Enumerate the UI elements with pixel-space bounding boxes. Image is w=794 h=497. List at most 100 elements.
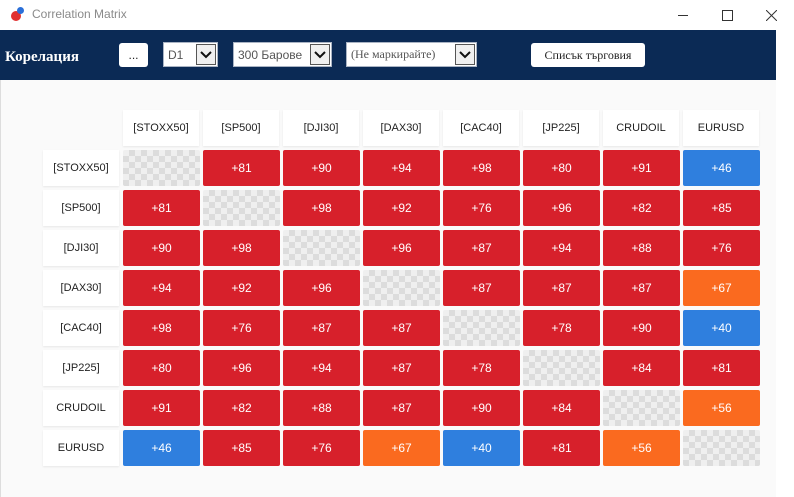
matrix-cell[interactable]: +82 [603, 190, 680, 226]
window-titlebar: Correlation Matrix [0, 0, 794, 30]
matrix-cell[interactable]: +94 [363, 150, 440, 186]
row-header: [DAX30] [43, 270, 119, 306]
matrix-cell[interactable]: +78 [523, 310, 600, 346]
matrix-cell[interactable]: +85 [203, 430, 280, 466]
matrix-cell[interactable]: +67 [683, 270, 760, 306]
matrix-cell[interactable]: +98 [443, 150, 520, 186]
matrix-cell[interactable]: +87 [283, 310, 360, 346]
matrix-cell[interactable]: +92 [203, 270, 280, 306]
maximize-button[interactable] [704, 0, 750, 30]
window-title: Correlation Matrix [32, 7, 127, 21]
matrix-cell[interactable]: +76 [203, 310, 280, 346]
matrix-cell[interactable]: +90 [443, 390, 520, 426]
matrix-cell[interactable]: +94 [123, 270, 200, 306]
matrix-cell[interactable]: +81 [203, 150, 280, 186]
column-header: EURUSD [683, 110, 759, 146]
matrix-cell[interactable]: +91 [123, 390, 200, 426]
matrix-cell[interactable]: +80 [123, 350, 200, 386]
column-header: [CAC40] [443, 110, 519, 146]
bars-count-value: 300 Барове [238, 47, 303, 62]
matrix-cell[interactable]: +80 [523, 150, 600, 186]
more-options-button[interactable]: ... [119, 43, 148, 67]
column-header: [SP500] [203, 110, 279, 146]
matrix-cell[interactable]: +81 [123, 190, 200, 226]
matrix-cell[interactable]: +96 [363, 230, 440, 266]
window-scroll-area [776, 30, 794, 497]
matrix-cell[interactable]: +88 [283, 390, 360, 426]
matrix-cell[interactable]: +87 [443, 230, 520, 266]
matrix-cell[interactable]: +87 [523, 270, 600, 306]
row-header: [SP500] [43, 190, 119, 226]
row-header: [STOXX50] [43, 150, 119, 186]
matrix-cell[interactable]: +94 [523, 230, 600, 266]
matrix-cell[interactable]: +98 [123, 310, 200, 346]
matrix-cell[interactable]: +96 [203, 350, 280, 386]
row-header: [CAC40] [43, 310, 119, 346]
toolbar: Корелация ... D1 300 Барове (Не маркирай… [0, 30, 776, 80]
mark-value: (Не маркирайте) [351, 47, 436, 61]
row-header: EURUSD [43, 430, 119, 466]
matrix-cell[interactable]: +76 [683, 230, 760, 266]
row-header: CRUDOIL [43, 390, 119, 426]
matrix-cell[interactable]: +96 [283, 270, 360, 306]
matrix-cell-diagonal [523, 350, 600, 386]
column-header: CRUDOIL [603, 110, 679, 146]
column-header: [DAX30] [363, 110, 439, 146]
app-logo-icon [11, 7, 25, 21]
matrix-cell[interactable]: +56 [603, 430, 680, 466]
minimize-icon [677, 14, 688, 16]
matrix-cell[interactable]: +87 [363, 310, 440, 346]
matrix-cell[interactable]: +67 [363, 430, 440, 466]
matrix-cell[interactable]: +87 [363, 390, 440, 426]
brand-title: Корелация [5, 49, 79, 65]
timeframe-select[interactable]: D1 [163, 42, 218, 67]
close-button[interactable] [748, 0, 794, 30]
matrix-cell[interactable]: +90 [123, 230, 200, 266]
matrix-cell[interactable]: +81 [683, 350, 760, 386]
matrix-cell[interactable]: +96 [523, 190, 600, 226]
matrix-cell[interactable]: +91 [603, 150, 680, 186]
trade-list-button[interactable]: Списък търговия [531, 43, 645, 67]
matrix-cell[interactable]: +98 [203, 230, 280, 266]
matrix-cell[interactable]: +92 [363, 190, 440, 226]
row-header: [DJI30] [43, 230, 119, 266]
matrix-cell[interactable]: +56 [683, 390, 760, 426]
matrix-cell[interactable]: +82 [203, 390, 280, 426]
matrix-cell-diagonal [683, 430, 760, 466]
matrix-cell[interactable]: +87 [443, 270, 520, 306]
matrix-cell[interactable]: +84 [523, 390, 600, 426]
matrix-cell[interactable]: +40 [443, 430, 520, 466]
matrix-cell[interactable]: +87 [603, 270, 680, 306]
chevron-down-icon [310, 44, 330, 65]
correlation-matrix: [STOXX50] [SP500] [DJI30] [DAX30] [CAC40] [JP… [0, 80, 776, 497]
matrix-cell-diagonal [443, 310, 520, 346]
column-header: [STOXX50] [123, 110, 199, 146]
matrix-cell[interactable]: +40 [683, 310, 760, 346]
matrix-cell[interactable]: +46 [123, 430, 200, 466]
mark-select[interactable]: (Не маркирайте) [346, 42, 477, 67]
matrix-cell[interactable]: +90 [603, 310, 680, 346]
matrix-cell-diagonal [363, 270, 440, 306]
chevron-down-icon [196, 44, 216, 65]
matrix-cell-diagonal [203, 190, 280, 226]
row-header: [JP225] [43, 350, 119, 386]
matrix-cell[interactable]: +78 [443, 350, 520, 386]
matrix-cell[interactable]: +81 [523, 430, 600, 466]
bars-count-select[interactable]: 300 Барове [233, 42, 332, 67]
matrix-cell[interactable]: +85 [683, 190, 760, 226]
matrix-cell[interactable]: +98 [283, 190, 360, 226]
column-header: [DJI30] [283, 110, 359, 146]
matrix-cell-diagonal [283, 230, 360, 266]
matrix-cell-diagonal [123, 150, 200, 186]
matrix-cell[interactable]: +90 [283, 150, 360, 186]
matrix-cell[interactable]: +46 [683, 150, 760, 186]
maximize-icon [721, 9, 733, 21]
matrix-cell[interactable]: +76 [283, 430, 360, 466]
matrix-cell[interactable]: +84 [603, 350, 680, 386]
matrix-cell[interactable]: +88 [603, 230, 680, 266]
chevron-down-icon [455, 44, 475, 65]
matrix-cell[interactable]: +76 [443, 190, 520, 226]
minimize-button[interactable] [660, 0, 706, 30]
matrix-cell[interactable]: +94 [283, 350, 360, 386]
matrix-cell[interactable]: +87 [363, 350, 440, 386]
